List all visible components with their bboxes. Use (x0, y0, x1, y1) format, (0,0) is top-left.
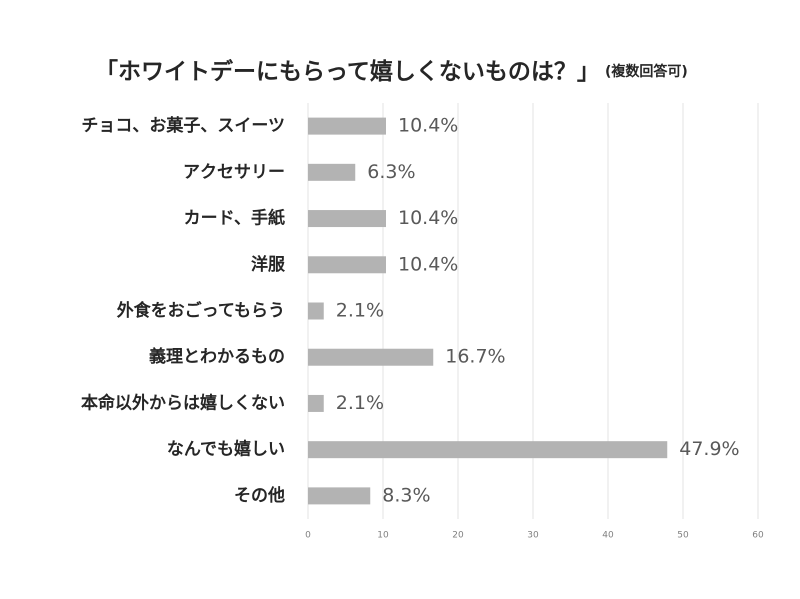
y-tick-label: その他 (234, 485, 285, 506)
bar (308, 487, 371, 505)
x-tick-label: 50 (677, 531, 689, 541)
value-label: 10.4% (398, 115, 458, 137)
value-label: 10.4% (398, 207, 458, 229)
chart-title: 「ホワイトデーにもらって嬉しくないものは？」 (95, 58, 600, 85)
bar (308, 441, 668, 459)
y-tick-label: カード、手紙 (184, 208, 285, 229)
value-label: 8.3% (382, 484, 430, 506)
x-tick-label: 20 (452, 531, 464, 541)
y-tick-label: 外食をおごってもらう (117, 300, 285, 321)
bar (308, 256, 386, 274)
x-tick-label: 40 (602, 531, 614, 541)
y-tick-label: チョコ、お菓子、スイーツ (81, 116, 285, 136)
x-tick-label: 0 (305, 531, 311, 541)
y-tick-label: 義理とわかるもの (149, 346, 285, 367)
value-label: 16.7% (445, 346, 505, 368)
x-tick-label: 60 (752, 531, 764, 541)
value-label: 2.1% (336, 300, 384, 322)
chart-title-group: 「ホワイトデーにもらって嬉しくないものは？」 (複数回答可) (95, 58, 688, 85)
bar (308, 394, 324, 412)
bar (308, 163, 356, 181)
chart-subtitle: (複数回答可) (605, 63, 688, 80)
x-tick-label: 10 (377, 531, 389, 541)
bar (308, 210, 386, 228)
y-tick-label: 本命以外からは嬉しくない (81, 392, 285, 413)
bar (308, 348, 434, 366)
y-tick-label: アクセサリー (183, 162, 285, 182)
value-label: 6.3% (367, 161, 415, 183)
value-label: 47.9% (679, 438, 739, 460)
y-tick-label: 洋服 (251, 254, 286, 275)
value-label: 10.4% (398, 253, 458, 275)
x-tick-label: 30 (527, 531, 539, 541)
bar (308, 117, 386, 135)
bar (308, 302, 324, 320)
y-tick-label: なんでも嬉しい (167, 439, 285, 460)
value-label: 2.1% (336, 392, 384, 414)
